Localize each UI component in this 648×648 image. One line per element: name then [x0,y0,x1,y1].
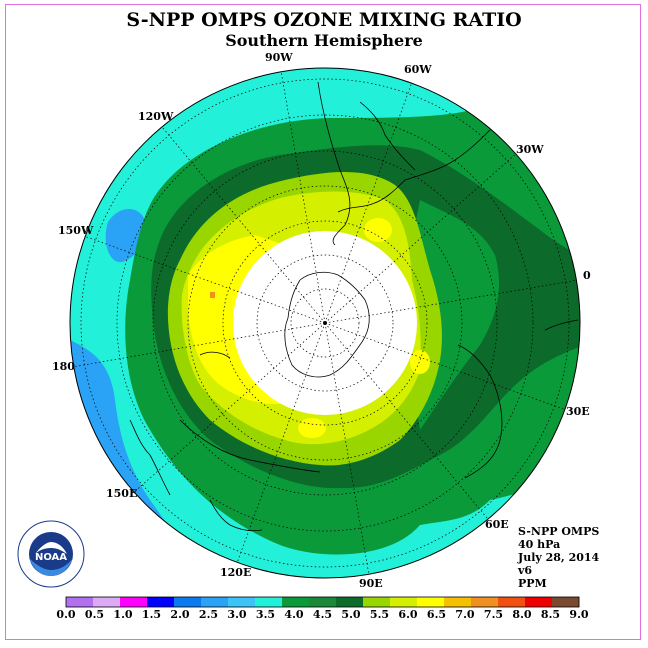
colorbar-tick-label: 3.5 [255,608,276,621]
map-title: S-NPP OMPS OZONE MIXING RATIO [126,9,522,31]
colorbar-tick-label: 6.0 [398,608,418,621]
colorbar-tick-label: 8.0 [512,608,532,621]
colorbar-cell [147,597,175,607]
contour-7.0-7.5-spot [210,292,215,298]
south-pole-dot [323,321,327,325]
colorbar-cell [255,597,283,607]
colorbar-cell [552,597,580,607]
map-subtitle: Southern Hemisphere [225,31,423,50]
colorbar-cell [363,597,391,607]
colorbar-cell [309,597,337,607]
colorbar-tick-label: 1.5 [141,608,162,621]
colorbar-cell [120,597,148,607]
lon-label-60w: 60W [404,63,432,76]
map-boundary [69,67,581,579]
colorbar-cell [336,597,364,607]
colorbar-cell [282,597,310,607]
contour-6.0-6.5-patch3 [410,350,430,374]
lon-label-30e: 30E [566,405,590,418]
units-label: PPM [518,577,547,590]
colorbar-cell [525,597,553,607]
noaa-logo: NOAA [17,520,85,588]
colorbar-cell [471,597,499,607]
colorbar-tick-label: 2.5 [198,608,219,621]
colorbar-tick-label: 0.5 [84,608,105,621]
colorbar-tick-label: 6.5 [426,608,447,621]
figure-frame [5,4,641,640]
colorbar-cell [174,597,202,607]
logo-text: NOAA [35,552,67,563]
lon-label-120e: 120E [220,566,252,579]
pressure-level-label: 40 hPa [518,538,561,551]
lon-label-90w: 90W [265,51,293,64]
colorbar-cell [228,597,256,607]
instrument-label: S-NPP OMPS [518,525,600,538]
colorbar-cell [66,597,94,607]
coastlines [129,81,579,532]
colorbar-tick-label: 3.0 [227,608,247,621]
colorbar-tick-label: 5.5 [369,608,390,621]
colorbar-tick-label: 0.0 [56,608,76,621]
info-block: S-NPP OMPS 40 hPa July 28, 2014 v6 PPM [518,525,599,590]
lon-label-180: 180 [52,360,75,373]
colorbar-tick-label: 1.0 [113,608,133,621]
version-label: v6 [518,564,533,577]
colorbar-cell [201,597,229,607]
colorbar-cell [93,597,121,607]
colorbar-cell [498,597,526,607]
colorbar-tick-label: 8.5 [540,608,561,621]
colorbar-tick-label: 2.0 [170,608,190,621]
contour-6.0-6.5-patch [364,218,392,242]
colorbar-border [65,596,580,608]
colorbar-tick-label: 7.0 [455,608,475,621]
graticule [71,70,579,576]
colorbar-tick-label: 7.5 [483,608,504,621]
lon-label-30w: 30W [516,143,544,156]
ozone-field [70,68,580,578]
lon-label-150e: 150E [106,487,138,500]
lon-label-90e: 90E [359,577,383,590]
colorbar-cell [417,597,445,607]
lon-label-150w: 150W [58,224,94,237]
colorbar-tick-label: 4.5 [312,608,333,621]
colorbar-tick-label: 5.0 [341,608,361,621]
lon-label-60e: 60E [485,518,509,531]
colorbar-cell [390,597,418,607]
lon-label-0: 0 [583,269,591,282]
date-label: July 28, 2014 [518,551,600,564]
colorbar-tick-label: 4.0 [284,608,304,621]
colorbar-tick-label: 9.0 [569,608,589,621]
colorbar-cell [444,597,472,607]
lon-label-120w: 120W [138,110,174,123]
